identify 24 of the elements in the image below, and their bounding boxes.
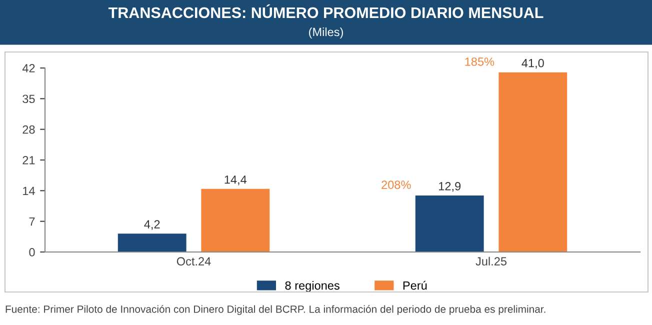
- annotation: 208%: [382, 180, 411, 189]
- bar: [498, 72, 568, 252]
- y-tick-label: 7: [29, 217, 35, 226]
- text: 185%: [465, 58, 494, 66]
- chart-subtitle: (Miles): [309, 28, 343, 38]
- bar: [201, 188, 270, 252]
- y-tick-label: 14: [23, 186, 35, 195]
- y-tick-label: 21: [22, 156, 35, 164]
- legend-label: Perú: [403, 280, 427, 290]
- chart-title: TRANSACCIONES: NÚMERO PROMEDIO DIARIO MENSUAL: [108, 4, 544, 18]
- data-label: 4,2: [144, 220, 160, 230]
- x-tick-label: Oct.24: [176, 257, 211, 266]
- y-tick-label: 42: [22, 64, 35, 72]
- y-tick-label: 35: [22, 94, 35, 104]
- x-tick-label: Jul.25: [476, 256, 507, 266]
- y-tick-label: 28: [22, 125, 35, 134]
- legend-label: 8 regiones: [285, 281, 340, 292]
- bar: [118, 234, 186, 252]
- bar: [415, 195, 484, 252]
- data-label: 14,4: [224, 176, 247, 186]
- y-tick-label: 0: [29, 248, 35, 256]
- data-label: 12,9: [439, 182, 461, 192]
- source-note: Fuente: Primer Piloto de Innovación con Dinero Digital del BCRP. La información del periodo de prueba es preliminar.: [6, 305, 546, 315]
- data-label: 41,0: [522, 58, 544, 69]
